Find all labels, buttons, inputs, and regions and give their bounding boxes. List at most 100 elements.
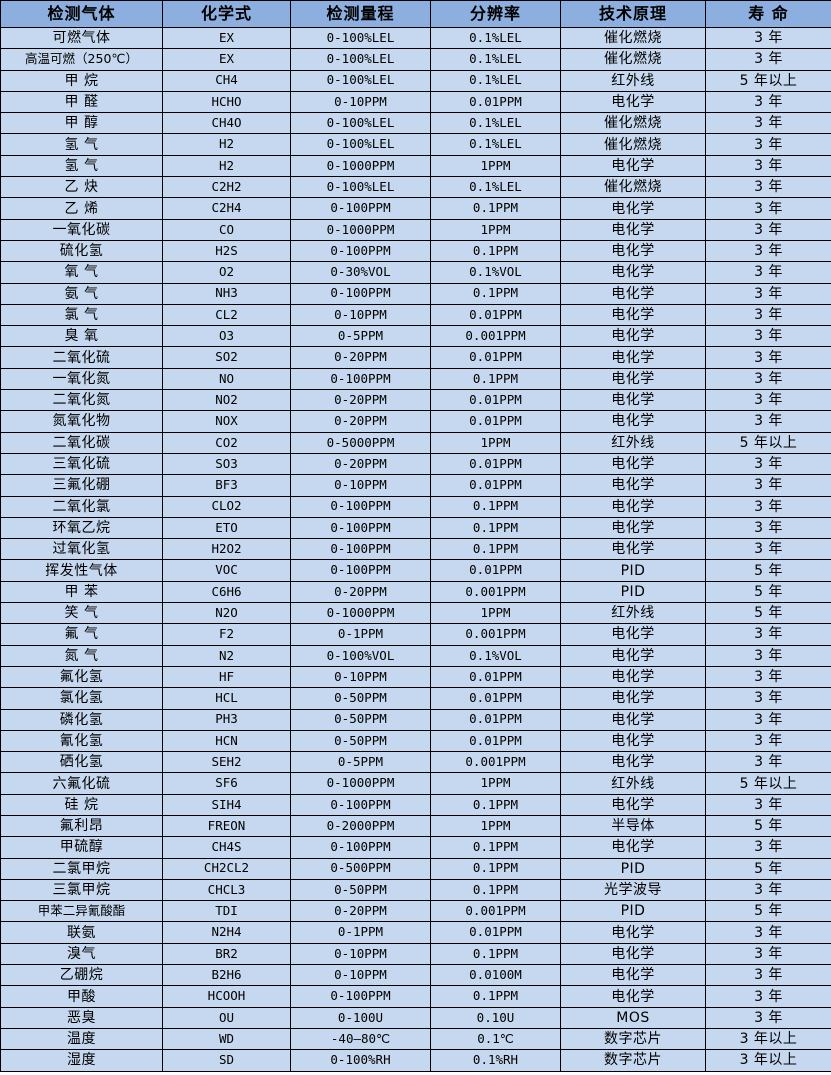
cell-lifespan: 5 年 <box>705 857 831 880</box>
cell-detection-range: 0-20PPM <box>290 452 431 476</box>
cell-lifespan: 3 年 <box>705 665 831 689</box>
cell-lifespan: 5 年以上 <box>705 69 831 92</box>
cell-detection-range: 0-2000PPM <box>290 814 431 838</box>
cell-technology-principle: 红外线 <box>560 772 706 795</box>
cell-resolution: 0.1%LEL <box>430 133 561 156</box>
cell-resolution: 0.01PPM <box>430 452 561 476</box>
cell-resolution: 0.01PPM <box>430 410 561 433</box>
cell-chemical-formula: N2 <box>162 644 291 667</box>
cell-lifespan: 3 年 <box>705 218 831 241</box>
cell-detection-range: 0-1000PPM <box>290 154 431 178</box>
cell-detection-range: 0-1000PPM <box>290 602 431 625</box>
cell-detection-range: 0-5PPM <box>290 751 431 774</box>
table-row: 乙 烯 C2H4 0-100PPM 0.1PPM 电化学 3 年 <box>0 197 831 220</box>
cell-resolution: 0.1%VOL <box>430 644 561 667</box>
cell-gas-name: 硅 烷 <box>0 793 163 816</box>
cell-gas-name: 二氧化硫 <box>0 346 163 369</box>
cell-lifespan: 3 年以上 <box>705 1049 831 1072</box>
cell-chemical-formula: C6H6 <box>162 580 291 604</box>
column-header-chemical-formula: 化学式 <box>162 0 291 28</box>
cell-resolution: 0.01PPM <box>430 303 561 327</box>
table-row: 一氧化碳 CO 0-1000PPM 1PPM 电化学 3 年 <box>0 218 831 241</box>
table-row: 氟 气 F2 0-1PPM 0.001PPM 电化学 3 年 <box>0 623 831 646</box>
cell-lifespan: 3 年以上 <box>705 1027 831 1051</box>
table-row: 三氧化硫 SO3 0-20PPM 0.01PPM 电化学 3 年 <box>0 452 831 476</box>
cell-chemical-formula: C2H4 <box>162 197 291 220</box>
cell-gas-name: 氟 气 <box>0 623 163 646</box>
cell-lifespan: 3 年 <box>705 282 831 305</box>
cell-detection-range: 0-10PPM <box>290 942 431 966</box>
cell-resolution: 0.1PPM <box>430 942 561 966</box>
cell-detection-range: 0-100PPM <box>290 559 431 582</box>
cell-lifespan: 5 年 <box>705 900 831 923</box>
cell-gas-name: 过氧化氢 <box>0 538 163 561</box>
cell-chemical-formula: H2S <box>162 239 291 263</box>
cell-technology-principle: 数字芯片 <box>560 1049 706 1072</box>
table-row: 二氯甲烷 CH2CL2 0-500PPM 0.1PPM PID 5 年 <box>0 857 831 880</box>
cell-chemical-formula: EX <box>162 26 291 50</box>
cell-technology-principle: 电化学 <box>560 154 706 178</box>
cell-technology-principle: 电化学 <box>560 495 706 518</box>
cell-resolution: 0.001PPM <box>430 751 561 774</box>
table-row: 高温可燃（250℃） EX 0-100%LEL 0.1%LEL 催化燃烧 3 年 <box>0 48 831 71</box>
cell-detection-range: 0-100PPM <box>290 282 431 305</box>
cell-detection-range: 0-50PPM <box>290 878 431 902</box>
cell-technology-principle: 电化学 <box>560 218 706 241</box>
table-row: 溴气 BR2 0-10PPM 0.1PPM 电化学 3 年 <box>0 942 831 966</box>
cell-resolution: 0.1PPM <box>430 367 561 391</box>
cell-technology-principle: PID <box>560 559 706 582</box>
cell-lifespan: 3 年 <box>705 48 831 71</box>
cell-resolution: 0.01PPM <box>430 474 561 497</box>
table-row: 笑 气 N2O 0-1000PPM 1PPM 红外线 5 年 <box>0 602 831 625</box>
cell-lifespan: 3 年 <box>705 389 831 412</box>
cell-chemical-formula: CHCL3 <box>162 878 291 902</box>
cell-technology-principle: 电化学 <box>560 942 706 966</box>
cell-chemical-formula: O2 <box>162 261 291 284</box>
cell-technology-principle: 电化学 <box>560 90 706 114</box>
cell-chemical-formula: CH4 <box>162 69 291 92</box>
cell-chemical-formula: BF3 <box>162 474 291 497</box>
cell-chemical-formula: O3 <box>162 325 291 348</box>
cell-chemical-formula: CH2CL2 <box>162 857 291 880</box>
cell-gas-name: 挥发性气体 <box>0 559 163 582</box>
cell-technology-principle: 红外线 <box>560 69 706 92</box>
cell-detection-range: 0-100PPM <box>290 985 431 1008</box>
cell-resolution: 0.1%LEL <box>430 26 561 50</box>
cell-detection-range: 0-10PPM <box>290 665 431 689</box>
table-row: 温度 WD -40—80℃ 0.1℃ 数字芯片 3 年以上 <box>0 1027 831 1051</box>
cell-technology-principle: 电化学 <box>560 303 706 327</box>
cell-lifespan: 3 年 <box>705 261 831 284</box>
cell-gas-name: 联氨 <box>0 921 163 944</box>
table-row: 氯化氢 HCL 0-50PPM 0.01PPM 电化学 3 年 <box>0 687 831 710</box>
table-row: 挥发性气体 VOC 0-100PPM 0.01PPM PID 5 年 <box>0 559 831 582</box>
cell-detection-range: 0-100%LEL <box>290 133 431 156</box>
cell-technology-principle: PID <box>560 857 706 880</box>
cell-detection-range: 0-100PPM <box>290 495 431 518</box>
cell-chemical-formula: H2O2 <box>162 538 291 561</box>
cell-lifespan: 5 年以上 <box>705 772 831 795</box>
table-row: 甲 烷 CH4 0-100%LEL 0.1%LEL 红外线 5 年以上 <box>0 69 831 92</box>
table-row: 二氧化碳 CO2 0-5000PPM 1PPM 红外线 5 年以上 <box>0 431 831 454</box>
cell-technology-principle: 半导体 <box>560 814 706 838</box>
cell-gas-name: 臭 氧 <box>0 325 163 348</box>
cell-resolution: 0.01PPM <box>430 921 561 944</box>
cell-gas-name: 磷化氢 <box>0 708 163 731</box>
cell-resolution: 0.1%RH <box>430 1049 561 1072</box>
cell-resolution: 1PPM <box>430 814 561 838</box>
table-row: 可燃气体 EX 0-100%LEL 0.1%LEL 催化燃烧 3 年 <box>0 26 831 50</box>
cell-gas-name: 湿度 <box>0 1049 163 1072</box>
cell-technology-principle: 电化学 <box>560 410 706 433</box>
table-row: 甲硫醇 CH4S 0-100PPM 0.1PPM 电化学 3 年 <box>0 836 831 859</box>
cell-resolution: 0.1PPM <box>430 538 561 561</box>
cell-lifespan: 3 年 <box>705 1006 831 1029</box>
cell-gas-name: 高温可燃（250℃） <box>0 48 163 71</box>
cell-gas-name: 三氧化硫 <box>0 452 163 476</box>
cell-technology-principle: 电化学 <box>560 708 706 731</box>
cell-gas-name: 溴气 <box>0 942 163 966</box>
cell-lifespan: 3 年 <box>705 154 831 178</box>
cell-detection-range: -40—80℃ <box>290 1027 431 1051</box>
cell-gas-name: 乙 烯 <box>0 197 163 220</box>
cell-lifespan: 3 年 <box>705 474 831 497</box>
cell-technology-principle: MOS <box>560 1006 706 1029</box>
table-row: 过氧化氢 H2O2 0-100PPM 0.1PPM 电化学 3 年 <box>0 538 831 561</box>
